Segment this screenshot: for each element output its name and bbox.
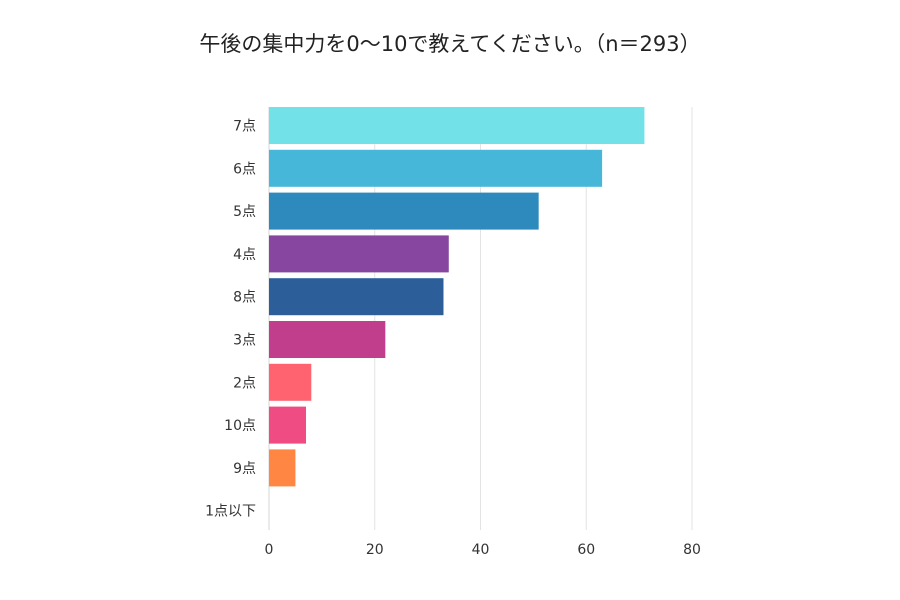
bar-9 — [269, 449, 296, 487]
bar-2 — [269, 149, 603, 187]
category-label: 6点 — [233, 161, 256, 177]
chart-title: 午後の集中力を0〜10で教えてください。（n＝293） — [199, 32, 701, 56]
bar-5 — [269, 278, 444, 316]
category-label: 7点 — [233, 119, 256, 135]
x-tick-label: 80 — [683, 542, 701, 558]
bars — [269, 107, 645, 487]
x-tick-label: 20 — [366, 542, 384, 558]
category-label: 4点 — [233, 247, 256, 263]
category-label: 5点 — [233, 204, 256, 220]
x-tick-label: 60 — [577, 542, 595, 558]
bar-3 — [269, 192, 539, 230]
bar-6 — [269, 321, 386, 358]
bar-7 — [269, 363, 312, 401]
bar-8 — [269, 406, 307, 444]
category-label: 1点以下 — [205, 504, 256, 520]
bar-4 — [269, 235, 449, 273]
category-label: 9点 — [233, 461, 256, 477]
bar-1 — [269, 107, 645, 144]
category-label: 8点 — [233, 290, 256, 306]
x-tick-label: 40 — [472, 542, 490, 558]
x-tick-labels: 0 20 40 60 80 — [265, 542, 701, 558]
x-tick-label: 0 — [265, 542, 274, 558]
category-label: 2点 — [233, 375, 256, 391]
category-label: 10点 — [224, 418, 256, 434]
category-labels: 7点 6点 5点 4点 8点 3点 2点 10点 9点 1点以下 — [205, 119, 256, 520]
category-label: 3点 — [233, 333, 256, 349]
